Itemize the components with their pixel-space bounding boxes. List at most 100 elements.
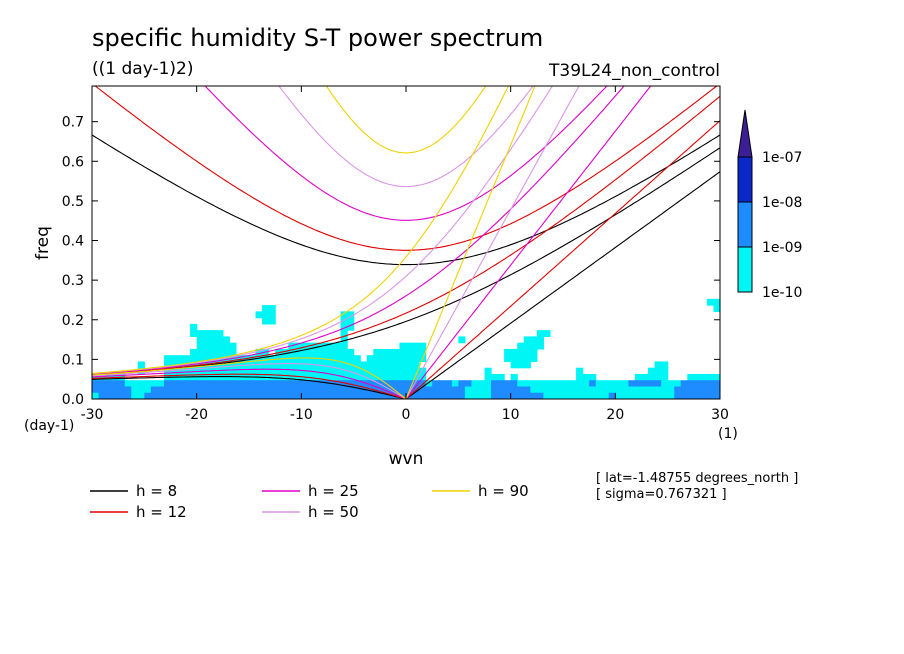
heatmap-cell: [595, 386, 603, 394]
heatmap-cell: [177, 367, 185, 375]
heatmap-cell: [320, 380, 329, 388]
heatmap-cell: [464, 386, 473, 394]
heatmap-cell: [451, 386, 459, 394]
heatmap-cell: [307, 386, 316, 394]
heatmap-cell: [216, 342, 224, 350]
heatmap-cell: [406, 373, 414, 381]
heatmap-cell: [150, 392, 159, 399]
heatmap-cell: [294, 355, 302, 363]
heatmap-cell: [353, 355, 361, 363]
dispersion-curve-h12-ig: [94, 86, 718, 251]
heatmap-cell: [216, 330, 224, 337]
heatmap-cell: [314, 348, 322, 356]
heatmap-cell: [438, 380, 446, 388]
heatmap-cell: [268, 392, 276, 399]
heatmap-cell: [177, 380, 185, 388]
heatmap-cell: [549, 392, 558, 399]
heatmap-cell: [419, 392, 427, 399]
colorbar-label: 1e-07: [762, 150, 802, 166]
heatmap-cell: [412, 380, 420, 388]
heatmap-cell: [654, 361, 662, 369]
heatmap-cell: [183, 392, 191, 399]
heatmap-cell: [137, 380, 145, 388]
heatmap-cell: [412, 355, 420, 363]
heatmap-cell: [327, 342, 335, 350]
heatmap-cell: [693, 392, 701, 399]
heatmap-cell: [667, 380, 675, 388]
heatmap-cell: [471, 386, 479, 394]
heatmap-cell: [399, 373, 407, 381]
heatmap-cell: [262, 367, 270, 375]
heatmap-cell: [634, 386, 643, 394]
heatmap-cell: [203, 336, 211, 344]
heatmap-cell: [340, 392, 348, 399]
heatmap-cell: [510, 373, 518, 381]
heatmap-cell: [268, 361, 276, 369]
heatmap-cell: [144, 380, 152, 388]
y-tick-label: 0.5: [62, 194, 84, 210]
x-tick-label: 10: [502, 407, 520, 423]
heatmap-cell: [399, 367, 407, 375]
heatmap-cell: [118, 392, 126, 399]
heatmap-cell: [661, 367, 669, 375]
heatmap-cell: [327, 373, 335, 381]
heatmap-cell: [536, 336, 544, 344]
heatmap-cell: [150, 386, 159, 394]
heatmap-cell: [262, 380, 270, 388]
heatmap-cell: [163, 386, 172, 394]
heatmap-cell: [406, 380, 414, 388]
heatmap-cell: [216, 386, 224, 394]
heatmap-cell: [288, 392, 296, 399]
heatmap-cell: [451, 392, 459, 399]
heatmap-cell: [209, 386, 217, 394]
heatmap-cell: [543, 380, 551, 388]
y-tick-label: 0.7: [62, 115, 84, 131]
heatmap-cell: [628, 386, 636, 394]
heatmap-cell: [366, 392, 374, 399]
heatmap-cell: [634, 392, 643, 399]
heatmap-cell: [523, 361, 531, 369]
colorbar-segment: [737, 156, 753, 203]
heatmap-cell: [386, 355, 394, 363]
heatmap-cell: [425, 392, 433, 399]
heatmap-cell: [641, 380, 649, 388]
heatmap-cell: [589, 373, 597, 381]
colorbar-segment: [737, 201, 753, 248]
heatmap-cell: [589, 380, 597, 388]
heatmap-cell: [183, 355, 191, 363]
heatmap-cell: [667, 386, 675, 394]
heatmap-cell: [713, 305, 720, 312]
heatmap-cell: [301, 355, 309, 363]
heatmap-cell: [177, 355, 185, 363]
dispersion-curve-h50-ig: [278, 86, 534, 188]
heatmap-cell: [183, 380, 191, 388]
heatmap-cell: [569, 386, 577, 394]
heatmap-cell: [648, 367, 656, 375]
heatmap-cell: [484, 373, 492, 381]
heatmap-cell: [615, 392, 623, 399]
heatmap-cell: [347, 311, 355, 319]
heatmap-cell: [458, 380, 466, 388]
dispersion-curves: [92, 86, 720, 399]
heatmap-cell: [235, 361, 244, 369]
heatmap-cell: [275, 386, 283, 394]
heatmap-cell: [628, 380, 636, 388]
heatmap-cell: [477, 386, 486, 394]
heatmap-cell: [203, 348, 211, 356]
heatmap-cell: [373, 348, 381, 356]
heatmap-cell: [222, 380, 230, 388]
heatmap-cell: [327, 348, 335, 356]
heatmap-cell: [386, 367, 394, 375]
heatmap-cell: [203, 380, 211, 388]
heatmap-cell: [615, 380, 623, 388]
heatmap-cell: [196, 355, 204, 363]
heatmap-cell: [576, 367, 584, 375]
dispersion-curve-h25-ig: [204, 86, 608, 221]
heatmap-cell: [510, 355, 518, 363]
heatmap-cell: [425, 380, 433, 388]
heatmap-cell: [209, 373, 217, 381]
heatmap-cell: [451, 380, 459, 388]
heatmap-cell: [262, 361, 270, 369]
heatmap-cell: [196, 392, 204, 399]
y-tick-label: 0.1: [62, 352, 84, 368]
